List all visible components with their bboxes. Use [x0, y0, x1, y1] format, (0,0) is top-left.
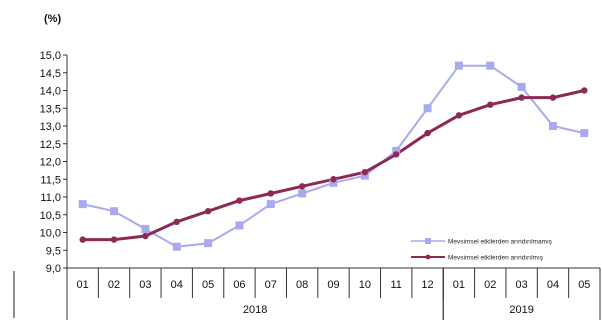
year-label: 2019 — [509, 304, 533, 316]
data-point-square — [266, 200, 275, 209]
y-tick-label: 10,0 — [40, 228, 61, 240]
data-point-square — [172, 242, 181, 251]
legend-label: Mevsimsel etkilerden arındırılmamış — [448, 239, 553, 246]
series-group — [78, 61, 589, 251]
data-point-square — [78, 200, 87, 209]
y-unit-label: (%) — [44, 13, 61, 25]
x-tick-label: 04 — [171, 279, 183, 291]
data-point-square — [580, 129, 589, 138]
data-point-square — [110, 207, 119, 216]
data-point-circle — [110, 236, 118, 243]
x-tick-label: 01 — [453, 279, 465, 291]
y-tick-label: 14,5 — [40, 68, 61, 80]
x-tick-label: 11 — [390, 279, 401, 291]
legend-marker-circle — [425, 254, 431, 260]
x-tick-label: 10 — [359, 279, 371, 291]
data-point-circle — [487, 101, 494, 108]
data-point-circle — [361, 168, 369, 176]
y-tick-label: 10,5 — [40, 210, 61, 222]
y-tick-label: 9,0 — [46, 263, 61, 275]
data-point-square — [392, 146, 401, 155]
y-axis: 9,0 9,5 10,0 10,5 11,0 11,5 12,0 12,5 13,0 13,5 14… — [40, 50, 68, 275]
data-point-square — [360, 171, 369, 180]
data-point-circle — [393, 151, 400, 158]
y-tick-label: 13,0 — [40, 121, 61, 133]
y-tick-label: 14,0 — [40, 86, 61, 98]
y-tick-label: 13,5 — [40, 103, 61, 115]
x-tick-label: 02 — [108, 279, 120, 291]
data-point-circle — [549, 94, 557, 101]
data-point-square — [298, 189, 307, 198]
legend-label: Mevsimsel etkilerden arındırılmış — [448, 255, 544, 262]
x-tick-label: 08 — [296, 279, 308, 291]
x-tick-label: 12 — [421, 279, 433, 291]
data-point-square — [423, 104, 432, 113]
data-point-square — [548, 122, 557, 130]
series-line-1 — [82, 64, 585, 248]
data-point-square — [204, 239, 213, 248]
x-tick-label: 07 — [265, 279, 277, 291]
data-point-circle — [298, 183, 306, 190]
x-tick-label: 03 — [515, 279, 527, 291]
data-point-circle — [455, 112, 463, 119]
data-point-circle — [267, 190, 274, 197]
x-tick-label: 05 — [202, 279, 214, 291]
y-tick-label: 11,0 — [40, 192, 61, 204]
x-tick-label: 06 — [233, 279, 245, 291]
x-tick-label: 03 — [139, 279, 151, 291]
data-point-square — [235, 221, 244, 230]
data-point-circle — [79, 236, 86, 243]
y-tick-label: 12,0 — [40, 157, 61, 169]
data-point-circle — [581, 87, 588, 94]
legend: Mevsimsel etkilerden arındırılmamış Mevsi… — [411, 238, 553, 262]
data-point-circle — [142, 232, 149, 240]
data-point-square — [141, 224, 150, 233]
data-point-square — [486, 61, 495, 70]
data-point-square — [454, 61, 463, 70]
data-point-circle — [518, 94, 525, 101]
x-tick-label: 02 — [484, 279, 496, 291]
y-tick-label: 12,5 — [40, 139, 61, 151]
x-axis: 01 02 03 04 05 06 07 08 09 10 11 12 01 02 03 04 05 2018 20… — [66, 267, 601, 320]
y-tick-label: 9,5 — [46, 245, 61, 257]
series-line-2 — [82, 89, 585, 242]
year-label: 2018 — [243, 304, 267, 316]
y-tick-label: 11,5 — [40, 174, 61, 186]
x-tick-label: 04 — [547, 279, 559, 291]
data-point-circle — [236, 197, 243, 204]
data-point-circle — [424, 129, 431, 137]
x-tick-label: 09 — [327, 279, 339, 291]
x-tick-label: 01 — [77, 279, 89, 291]
data-point-circle — [330, 176, 337, 183]
legend-marker-square — [425, 238, 431, 244]
x-tick-label: 05 — [578, 279, 590, 291]
y-tick-label: 15,0 — [40, 50, 61, 62]
data-point-circle — [173, 218, 180, 226]
data-point-square — [517, 82, 526, 91]
data-point-circle — [204, 208, 212, 215]
data-point-square — [329, 178, 338, 187]
